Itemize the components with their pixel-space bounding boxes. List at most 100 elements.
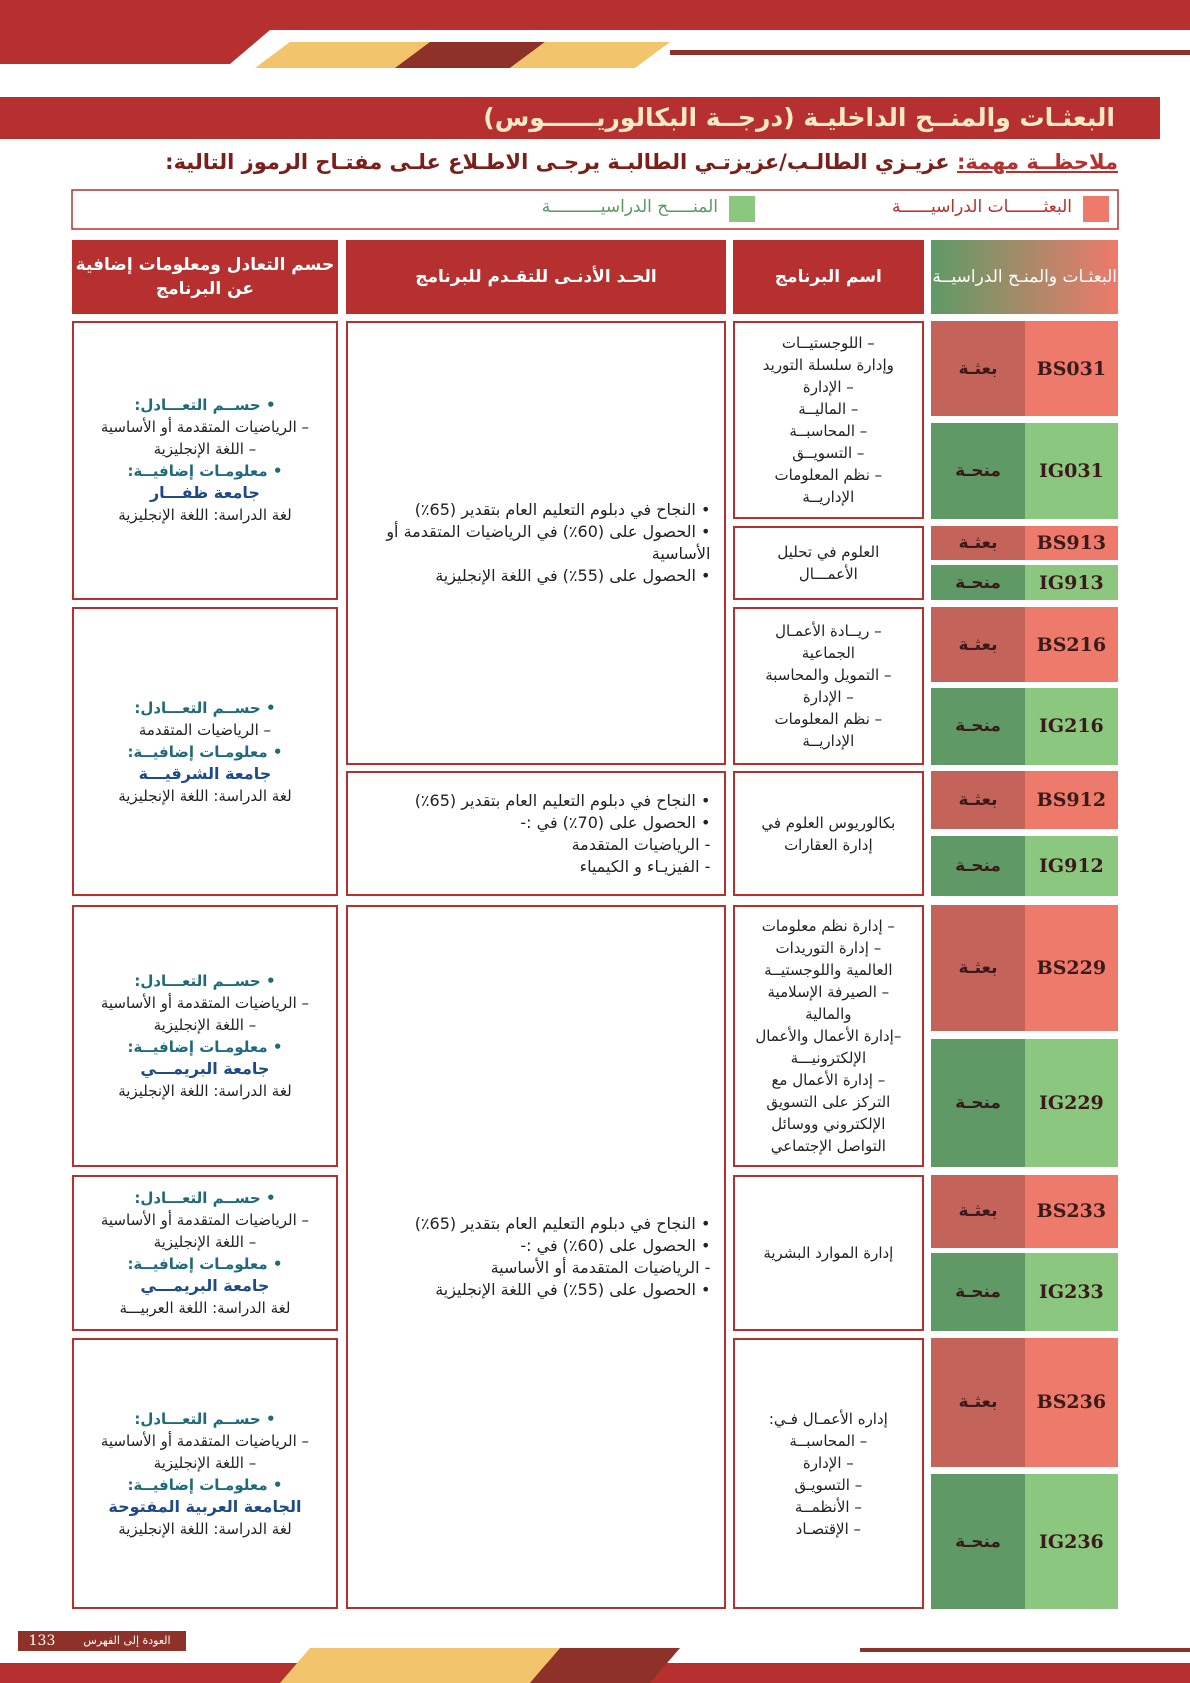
legend-item: البعثـــــــات الدراسيــــــة — [892, 197, 1072, 217]
program-line: – التسويــق — [792, 444, 865, 463]
program-cell: العلوم في تحليل الأعمـــال — [732, 525, 924, 600]
type-cell: بعثـة — [931, 1174, 1025, 1248]
equivalency-label: • حســم التعـــادل: — [134, 396, 276, 415]
requirement-line: • الحصول على (55٪) في اللغة الإنجليزية — [435, 565, 711, 585]
university: جامعة الشرقيـــة — [138, 763, 272, 783]
university: الجامعة العربية المفتوحة — [108, 1496, 302, 1516]
program-line: والمالية — [805, 1004, 852, 1023]
language: لغة الدراسة: اللغة الإنجليزية — [118, 1519, 292, 1538]
program-line: – الإدارة — [802, 378, 854, 397]
language: لغة الدراسة: اللغة الإنجليزية — [118, 506, 292, 525]
code-cell: BS912 — [1024, 771, 1119, 830]
code-cell: BS233 — [1024, 1174, 1119, 1248]
program-line: – المحاسبــة — [789, 1431, 868, 1450]
additional-label: • معلومـات إضافيــة: — [127, 742, 283, 761]
program-cell: إداره الأعمـال فـي: – المحاسبــة – الإدارة… — [732, 1338, 924, 1610]
program-line: – الماليــة — [798, 400, 859, 419]
university: جامعة ظفـــار — [149, 483, 260, 503]
program-line: وإدارة سلسلة التوريد — [762, 356, 894, 375]
note: ملاحظــة مهمة: عزيـزي الطالـب/عزيزتـي ال… — [165, 150, 1118, 174]
program-line: العلوم في تحليل — [777, 542, 880, 561]
code-cell: BS236 — [1024, 1338, 1119, 1467]
program-line: الجماعية — [801, 644, 855, 663]
additional-label: • معلومـات إضافيــة: — [127, 1475, 283, 1494]
university: جامعة البريمـــي — [140, 1058, 270, 1078]
program-line: بكالوريوس العلوم في — [761, 813, 896, 832]
code-cell: BS031 — [1024, 320, 1119, 417]
requirement-cell: • النجاح في دبلوم التعليم العام بتقدير (… — [345, 320, 727, 766]
code-cell: BS913 — [1024, 525, 1119, 561]
type-cell: بعثـة — [931, 1338, 1025, 1467]
program-line: – الأنظمــة — [794, 1497, 862, 1516]
equivalency-line: – الرياضيات المتقدمة أو الأساسية — [100, 1431, 310, 1450]
program-line: – الإقتصـاد — [795, 1519, 862, 1538]
program-line: – إدارة التوريدات — [775, 938, 882, 957]
program-line: – التسويـق — [794, 1475, 863, 1494]
table-header: الحـد الأدنـى للتقـدم للبرنامج — [345, 240, 727, 315]
type-cell: منحـة — [931, 1253, 1025, 1331]
program-line: – الإدارة — [802, 1453, 854, 1472]
equivalency-label: • حســم التعـــادل: — [134, 1188, 276, 1207]
program-line: – إدارة الأعمال مع — [771, 1070, 886, 1089]
type-cell: بعثـة — [931, 525, 1025, 561]
table-header: اسم البرنامج — [732, 240, 924, 315]
type-cell: بعثـة — [931, 320, 1025, 417]
requirement-line: الأساسية — [651, 543, 711, 563]
info-cell: • حســم التعـــادل: – الرياضيات المتقدمة … — [71, 1338, 338, 1610]
info-cell: • حســم التعـــادل: – الرياضيات المتقدمة … — [71, 904, 338, 1168]
program-line: إدارة الموارد البشرية — [763, 1243, 894, 1262]
code-cell: IG216 — [1024, 687, 1119, 766]
equivalency-line: – اللغة الإنجليزية — [153, 1015, 257, 1034]
program-cell: – إدارة نظم معلومات – إدارة التوريدات العا… — [732, 904, 924, 1168]
type-cell: منحـة — [931, 1038, 1025, 1168]
note-label: ملاحظــة مهمة: — [956, 150, 1118, 174]
program-line: الأعمـــال — [798, 564, 858, 583]
type-cell: بعثـة — [931, 904, 1025, 1032]
program-line: إدارة العقارات — [784, 835, 873, 854]
program-line: – الإدارة — [802, 688, 854, 707]
title: البعثـات والمنــح الداخليـة (درجــة البك… — [483, 103, 1115, 132]
code-cell: BS216 — [1024, 607, 1119, 683]
program-cell: بكالوريوس العلوم في إدارة العقارات — [732, 771, 924, 896]
type-cell: منحـة — [931, 687, 1025, 766]
program-line: – التمويل والمحاسبة — [765, 666, 892, 685]
program-line: التواصل الإجتماعي — [770, 1136, 886, 1155]
requirement-line: - الرياضيات المتقدمة أو الأساسية — [490, 1258, 711, 1277]
program-cell: إدارة الموارد البشرية — [732, 1174, 924, 1331]
requirement-line: - الفيزيـاء و الكيمياء — [579, 856, 711, 876]
additional-label: • معلومـات إضافيــة: — [127, 462, 283, 481]
type-cell: منحـة — [931, 835, 1025, 896]
program-line: – نظم المعلومات — [774, 710, 883, 729]
code-cell: IG912 — [1024, 835, 1119, 896]
program-line: الإلكترونيـــة — [790, 1048, 867, 1067]
program-line: – نظم المعلومات — [774, 466, 883, 485]
program-line: – إدارة نظم معلومات — [761, 916, 895, 935]
equivalency-line: – الرياضيات المتقدمة — [138, 720, 272, 739]
table-header: البعثـات والمنـح الدراسيــة — [931, 240, 1119, 315]
additional-label: • معلومـات إضافيــة: — [127, 1037, 283, 1056]
program-line: – الصيرفة الإسلامية — [767, 982, 890, 1001]
requirement-line: • النجاح في دبلوم التعليم العام بتقدير (… — [414, 1214, 711, 1233]
program-line: – ريــادة الأعمـال — [775, 622, 882, 641]
code-cell: IG233 — [1024, 1253, 1119, 1331]
language: لغة الدراسة: اللغة الإنجليزية — [118, 786, 292, 805]
type-cell: بعثـة — [931, 771, 1025, 830]
back-link[interactable]: العودة إلى الفهرس — [83, 1634, 171, 1647]
info-cell: • حســم التعـــادل: – الرياضيات المتقدمة •… — [71, 607, 338, 896]
requirement-line: • الحصول على (70٪) في :- — [520, 812, 711, 832]
info-cell: • حســم التعـــادل: – الرياضيات المتقدمة … — [71, 320, 338, 600]
code-cell: IG236 — [1024, 1474, 1119, 1610]
program-cell: – ريــادة الأعمـال الجماعية – التمويل والم… — [732, 607, 924, 766]
type-cell: منحـة — [931, 565, 1025, 600]
info-cell: • حســم التعـــادل: – الرياضيات المتقدمة … — [71, 1174, 338, 1331]
program-line: –إدارة الأعمال والأعمال — [755, 1026, 902, 1045]
requirement-cell: • النجاح في دبلوم التعليم العام بتقدير (… — [345, 771, 727, 896]
code-cell: BS229 — [1024, 904, 1119, 1032]
type-cell: منحـة — [931, 422, 1025, 520]
university: جامعة البريمـــي — [140, 1275, 270, 1295]
equivalency-line: – الرياضيات المتقدمة أو الأساسية — [100, 993, 310, 1012]
requirement-line: • الحصول على (60٪) في :- — [520, 1236, 711, 1255]
code-cell: IG031 — [1024, 422, 1119, 520]
equivalency-label: • حســم التعـــادل: — [134, 698, 276, 717]
